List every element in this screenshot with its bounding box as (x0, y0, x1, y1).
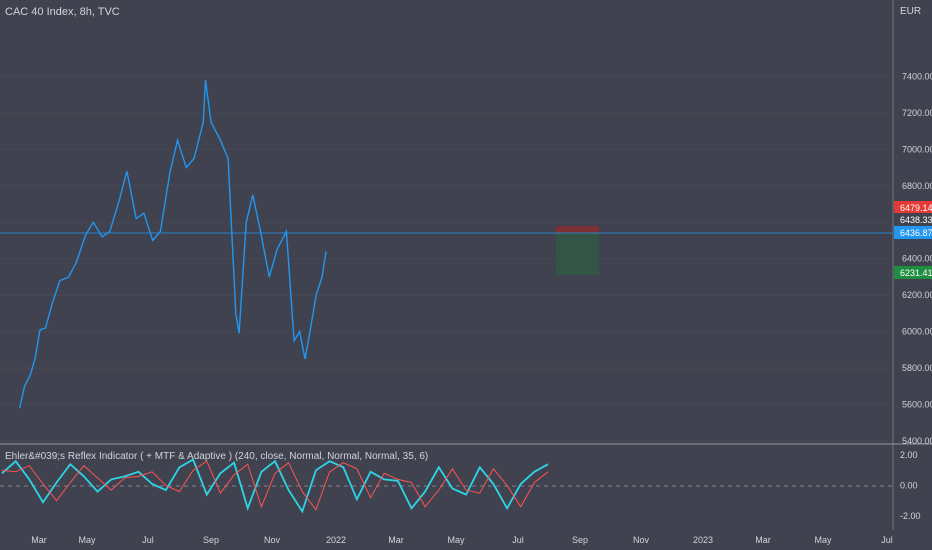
indicator-y-tick-label: -2.00 (900, 511, 921, 521)
x-tick-label: Nov (633, 535, 650, 545)
reflex-fast-line (1, 458, 549, 514)
currency-label: EUR (900, 6, 922, 17)
x-tick-label: May (78, 535, 96, 545)
target-zone (556, 233, 599, 275)
stop-level-badge: 6479.14 (900, 203, 932, 213)
stop-level-badge-bg (894, 201, 932, 214)
x-tick-label: Jul (881, 535, 893, 545)
entry-level-badge-bg (894, 213, 932, 226)
x-tick-label: Jul (512, 535, 524, 545)
last-price-badge: 6436.87 (900, 228, 932, 238)
last-price-badge-bg (894, 226, 932, 239)
y-tick-label: 5800.00 (902, 363, 932, 373)
x-tick-label: Jul (142, 535, 154, 545)
x-tick-label: Sep (572, 535, 588, 545)
price-badges: 6479.14 6438.33 6436.87 6231.41 (894, 201, 932, 279)
x-tick-label: 2023 (693, 535, 713, 545)
y-tick-label: 6200.00 (902, 290, 932, 300)
indicator-lines (1, 458, 549, 514)
y-tick-label: 7200.00 (902, 108, 932, 118)
y-tick-label: 6800.00 (902, 181, 932, 191)
entry-level-badge: 6438.33 (900, 215, 932, 225)
y-tick-label: 6000.00 (902, 327, 932, 337)
x-tick-label: Mar (755, 535, 771, 545)
y-tick-label: 5600.00 (902, 400, 932, 410)
axes: 7400.007200.007000.006800.006600.006400.… (31, 71, 932, 545)
x-tick-label: May (814, 535, 832, 545)
reflex-slow-line (1, 460, 549, 511)
chart-title: CAC 40 Index, 8h, TVC (5, 6, 120, 18)
grid (0, 76, 893, 442)
y-tick-label: 7000.00 (902, 144, 932, 154)
y-tick-label: 7400.00 (902, 71, 932, 81)
price-series-line (18, 80, 327, 409)
x-tick-label: Nov (264, 535, 281, 545)
y-tick-label: 5400.00 (902, 436, 932, 446)
x-tick-label: Mar (31, 535, 47, 545)
indicator-title: Ehler&#039;s Reflex Indicator ( + MTF & … (5, 451, 429, 462)
x-tick-label: 2022 (326, 535, 346, 545)
x-tick-label: Mar (388, 535, 404, 545)
y-tick-label: 6400.00 (902, 254, 932, 264)
indicator-y-tick-label: 0.00 (900, 481, 918, 491)
x-tick-label: May (447, 535, 465, 545)
x-tick-label: Sep (203, 535, 219, 545)
target-level-badge: 6231.41 (900, 268, 932, 278)
stop-zone (556, 226, 599, 233)
target-level-badge-bg (894, 266, 932, 279)
indicator-y-tick-label: 2.00 (900, 450, 918, 460)
